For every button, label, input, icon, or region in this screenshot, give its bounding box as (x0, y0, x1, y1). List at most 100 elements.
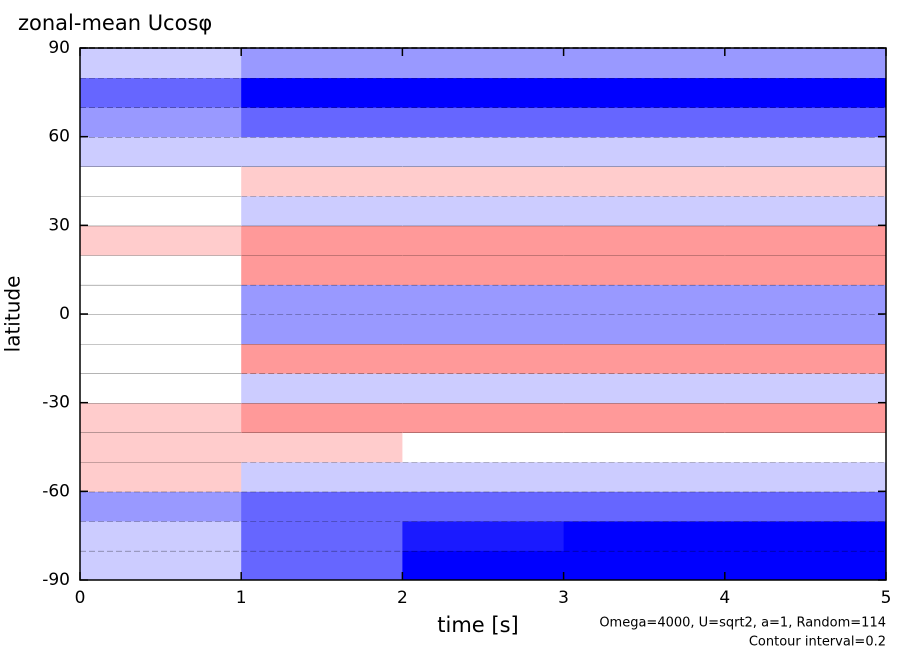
cell (402, 373, 565, 404)
cell (402, 195, 565, 226)
cell (241, 254, 403, 285)
cell (563, 166, 726, 197)
cell (724, 314, 887, 345)
cell (563, 314, 726, 345)
cell (724, 254, 887, 285)
cell (724, 284, 887, 315)
cell (563, 254, 726, 285)
cell (724, 432, 887, 463)
y-tick-label: -60 (42, 481, 70, 501)
y-tick-label: 60 (48, 127, 70, 147)
cell (241, 48, 403, 79)
cell (241, 314, 403, 345)
cell (563, 432, 726, 463)
cell (402, 314, 565, 345)
cell (402, 77, 565, 108)
cell (402, 343, 565, 374)
cell (80, 373, 242, 404)
note: Omega=4000, U=sqrt2, a=1, Random=114 (599, 616, 886, 631)
cell (563, 107, 726, 138)
field (80, 47, 887, 581)
cell (80, 195, 242, 226)
y-tick-label: 90 (48, 38, 70, 58)
cell (724, 48, 887, 79)
cell (80, 520, 242, 551)
cell (402, 225, 565, 256)
y-axis-label: latitude (1, 276, 25, 353)
x-tick-label: 4 (719, 588, 730, 608)
cell (724, 491, 887, 522)
cell (563, 225, 726, 256)
cell (80, 254, 242, 285)
cell (563, 48, 726, 79)
cell (80, 136, 242, 167)
cell (724, 77, 887, 108)
cell (241, 225, 403, 256)
cell (241, 343, 403, 374)
cell (241, 107, 403, 138)
cell (402, 520, 565, 551)
x-tick-label: 2 (397, 588, 408, 608)
y-tick-label: 30 (48, 215, 70, 235)
cell (563, 284, 726, 315)
cell (724, 550, 887, 581)
y-tick-label: -90 (42, 570, 70, 590)
chart-title: zonal-mean Ucosφ (18, 11, 212, 35)
cell (241, 77, 403, 108)
cell (80, 48, 242, 79)
cell (80, 432, 242, 463)
cell (724, 373, 887, 404)
cell (563, 373, 726, 404)
cell (241, 136, 403, 167)
cell (241, 461, 403, 492)
cell (402, 136, 565, 167)
cell (563, 402, 726, 433)
cell (402, 461, 565, 492)
x-tick-label: 1 (236, 588, 247, 608)
x-axis-label: time [s] (437, 613, 518, 637)
cell (402, 402, 565, 433)
cell (80, 314, 242, 345)
cell (241, 520, 403, 551)
cell (563, 195, 726, 226)
cell (724, 166, 887, 197)
cell (724, 225, 887, 256)
cell (402, 48, 565, 79)
cell (563, 77, 726, 108)
cell (724, 136, 887, 167)
cell (80, 343, 242, 374)
cell (563, 491, 726, 522)
cell (80, 284, 242, 315)
cell (402, 432, 565, 463)
cell (241, 284, 403, 315)
cell (80, 107, 242, 138)
cell (724, 402, 887, 433)
cell (402, 550, 565, 581)
y-tick-label: 0 (59, 304, 70, 324)
cell (402, 254, 565, 285)
cell (241, 550, 403, 581)
x-tick-label: 3 (558, 588, 569, 608)
cell (402, 166, 565, 197)
cell (563, 520, 726, 551)
cell (80, 550, 242, 581)
cell (563, 550, 726, 581)
cell (724, 461, 887, 492)
cell (402, 107, 565, 138)
cell (241, 432, 403, 463)
cell (241, 402, 403, 433)
cell (80, 491, 242, 522)
cell (724, 195, 887, 226)
cell (563, 461, 726, 492)
cell (80, 461, 242, 492)
cell (80, 402, 242, 433)
cell (563, 136, 726, 167)
cell (241, 373, 403, 404)
note: Contour interval=0.2 (749, 635, 886, 650)
cell (402, 491, 565, 522)
cell (241, 166, 403, 197)
x-tick-label: 0 (75, 588, 86, 608)
cell (402, 284, 565, 315)
